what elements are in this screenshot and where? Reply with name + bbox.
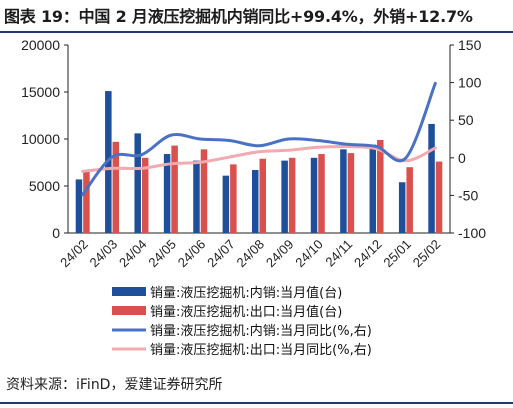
domestic-sales-bar [75,179,83,233]
export-sales-bar [230,164,237,233]
domestic-sales-bar [193,160,200,233]
domestic-sales-bar [252,170,259,233]
export-sales-bar [112,141,120,233]
domestic-sales-bar [281,160,288,233]
domestic-sales-bar [310,157,318,233]
title-rule [0,31,513,33]
domestic-sales-bar [398,182,406,233]
x-tick-label: 24/08 [234,237,268,271]
bar-series [75,91,443,233]
line-series [81,81,437,197]
legend-domestic-bar-swatch [112,287,146,296]
export-sales-bar [83,170,90,233]
export-sales-bar [200,149,208,233]
y-right-tick-label: -50 [458,187,478,203]
x-tick-label: 24/11 [322,237,355,270]
domestic-sales-bar [369,144,377,233]
domestic-sales-bar [134,133,141,233]
export-sales-bar [347,153,355,233]
source-note: 资料来源：iFinD，爱建证券研究所 [6,377,223,393]
domestic-sales-bar [428,123,435,233]
x-tick-label: 24/10 [292,237,326,271]
export-sales-bar [377,139,384,233]
legend-label: 销量:液压挖掘机:内销:当月值(台) [150,285,342,301]
export-sales-bar [141,157,149,233]
domestic-sales-bar [163,154,171,233]
x-tick-label: 25/01 [380,237,414,271]
x-tick-label: 24/04 [116,237,150,271]
export-sales-bar [318,154,325,233]
x-tick-label: 24/06 [175,237,209,271]
x-tick-label: 24/07 [204,237,238,271]
x-tick-label: 24/12 [351,237,385,271]
legend: 销量:液压挖掘机:内销:当月值(台) 销量:液压挖掘机:出口:当月值(台) 销量:液… [112,285,372,358]
export-sales-bar [288,157,296,233]
y-left-tick-label: 15000 [21,84,60,100]
export-yoy-line [81,144,437,173]
bottom-rule [0,402,513,404]
x-tick-label: 24/03 [87,237,121,271]
export-sales-bar [406,167,413,233]
export-sales-bar [171,145,178,233]
domestic-yoy-line [81,81,437,197]
export-sales-bar [259,158,266,233]
y-right-tick-label: 150 [458,37,482,53]
domestic-sales-bar [222,175,230,233]
x-tick-label: 25/02 [410,237,444,271]
legend-label: 销量:液压挖掘机:内销:当月同比(%,右) [150,323,372,339]
chart-axes [67,45,451,234]
export-sales-bar [435,161,443,233]
domestic-sales-bar [340,149,347,233]
y-right-tick-label: -100 [458,225,486,241]
legend-label: 销量:液压挖掘机:出口:当月同比(%,右) [150,343,372,358]
x-tick-label: 24/05 [145,237,179,271]
x-tick-label: 24/09 [263,237,297,271]
y-right-tick-label: 50 [458,112,474,128]
y-left-tick-label: 5000 [29,178,60,194]
y-right-tick-label: 100 [458,75,482,91]
x-tick-label: 24/02 [57,237,91,271]
y-right-tick-label: 0 [458,150,466,166]
legend-label: 销量:液压挖掘机:出口:当月值(台) [150,304,342,320]
y-left-tick-label: 10000 [21,131,60,147]
y-left-tick-label: 0 [52,225,60,241]
legend-export-bar-swatch [112,306,146,315]
figure-title: 图表 19：中国 2 月液压挖掘机内销同比+99.4%，外销+12.7% [4,7,473,26]
y-left-tick-label: 20000 [21,37,60,53]
